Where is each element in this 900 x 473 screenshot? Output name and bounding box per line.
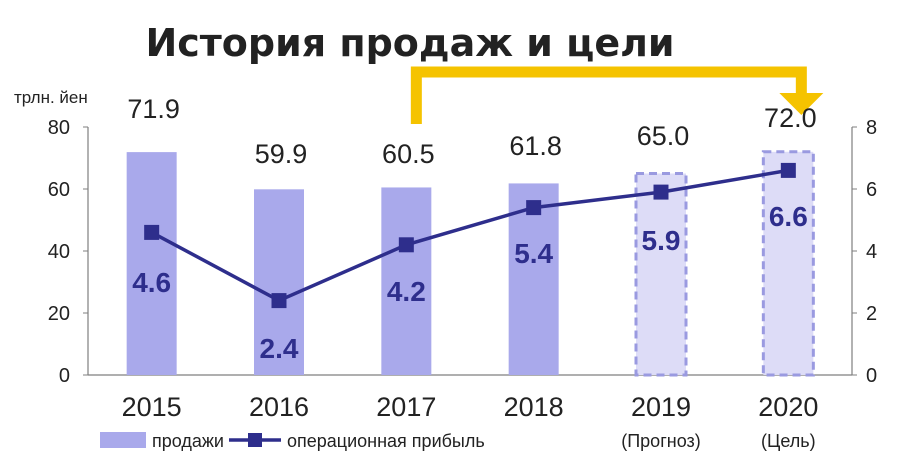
sales-bars xyxy=(126,150,815,377)
left-tick-label: 20 xyxy=(48,303,70,325)
sales-bar xyxy=(126,152,177,375)
profit-marker xyxy=(398,237,414,253)
goal-arrow xyxy=(410,66,824,124)
x-tick-label: 2015 xyxy=(122,392,182,422)
left-axis-unit: трлн. йен xyxy=(14,88,88,107)
x-tick-label: 2016 xyxy=(249,392,309,422)
profit-value-label: 6.6 xyxy=(769,201,808,232)
profit-marker xyxy=(271,293,287,309)
profit-value-label: 4.2 xyxy=(387,276,426,307)
profit-value-label: 4.6 xyxy=(132,267,171,298)
sales-value-label: 60.5 xyxy=(382,139,435,169)
x-tick-label: 2017 xyxy=(376,392,436,422)
profit-line-path xyxy=(150,168,789,303)
right-tick-label: 4 xyxy=(866,241,877,263)
profit-value-label: 5.4 xyxy=(514,238,553,269)
goal-arrow-path xyxy=(410,66,807,124)
legend-label-sales: продажи xyxy=(152,431,224,451)
legend-swatch-sales xyxy=(100,432,146,448)
right-tick-label: 2 xyxy=(866,303,877,325)
sales-value-label: 71.9 xyxy=(127,94,180,124)
profit-marker xyxy=(526,200,542,216)
sales-bar xyxy=(508,183,559,375)
sales-value-label: 72.0 xyxy=(764,103,817,133)
legend-marker-profit xyxy=(248,433,262,447)
legend-label-profit: операционная прибыль xyxy=(287,431,485,451)
right-tick-label: 8 xyxy=(866,117,877,139)
sales-bar xyxy=(381,187,432,375)
x-category-note: (Цель) xyxy=(761,431,816,451)
sales-value-label: 61.8 xyxy=(509,131,562,161)
left-tick-label: 0 xyxy=(59,365,70,387)
x-tick-label: 2020 xyxy=(758,392,818,422)
sales-value-label: 65.0 xyxy=(637,121,690,151)
left-tick-label: 80 xyxy=(48,117,70,139)
profit-line xyxy=(144,162,796,309)
sales-bar xyxy=(634,172,688,377)
sales-bar xyxy=(761,150,815,377)
profit-marker xyxy=(144,224,160,240)
right-tick-label: 0 xyxy=(866,365,877,387)
profit-marker xyxy=(653,184,669,200)
left-tick-label: 60 xyxy=(48,179,70,201)
legend: продажи операционная прибыль xyxy=(100,431,485,451)
sales-value-label: 59.9 xyxy=(255,139,308,169)
axes: 0 20 40 60 80 0 2 4 6 8 2015 2016 2017 2018 2019 (Прогн… xyxy=(48,117,877,451)
left-tick-label: 40 xyxy=(48,241,70,263)
profit-value-label: 2.4 xyxy=(260,333,299,364)
goal-arrow-head xyxy=(779,93,824,115)
data-labels: 71.9 59.9 60.5 61.8 65.0 72.0 4.6 2.4 4.2 5.4 5.9 6… xyxy=(127,94,816,364)
x-category-note: (Прогноз) xyxy=(621,431,701,451)
sales-bar xyxy=(254,189,304,375)
x-tick-label: 2018 xyxy=(504,392,564,422)
x-tick-label: 2019 xyxy=(631,392,691,422)
profit-marker xyxy=(780,162,796,178)
chart-title: История продаж и цели xyxy=(145,21,674,65)
profit-value-label: 5.9 xyxy=(642,225,681,256)
right-tick-label: 6 xyxy=(866,179,877,201)
